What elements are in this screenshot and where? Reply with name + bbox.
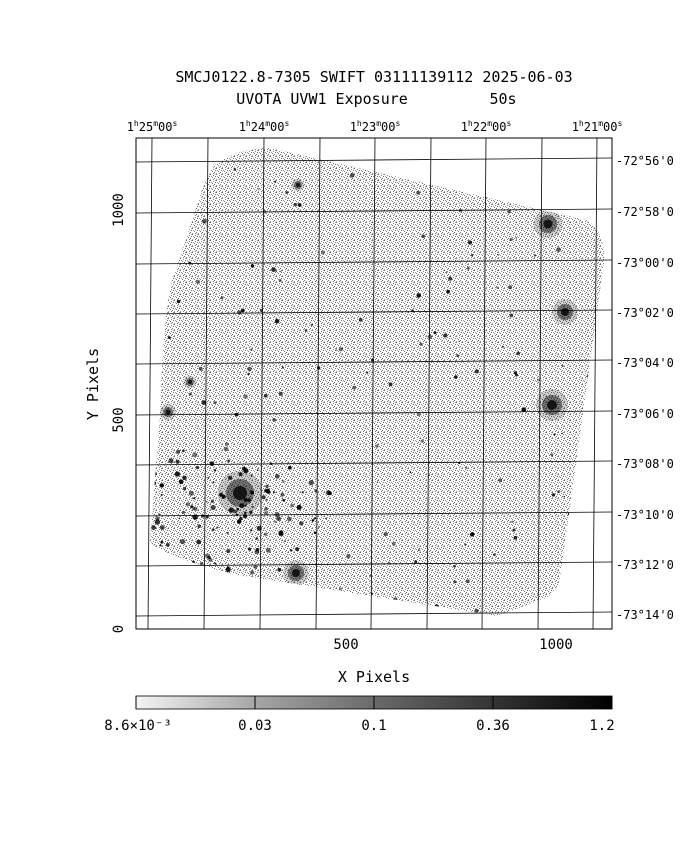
x-tick-label-500: 500 [333, 637, 358, 653]
colorbar-tick-0: 8.6×10⁻³ [104, 718, 171, 734]
sky-field [150, 148, 605, 616]
figure-title-filter: UVOTA UVW1 Exposure [236, 90, 408, 108]
colorbar-tick-1: 0.03 [238, 718, 272, 734]
dec-tick-label-0: -72°56'0 [616, 154, 674, 168]
dec-tick-labels: -72°56'0 -72°58'0 -73°00'0 -73°02'0 -73°… [616, 154, 674, 622]
dec-tick-label-5: -73°06'0 [616, 407, 674, 421]
x-axis-label: X Pixels [338, 668, 410, 686]
dec-tick-label-4: -73°04'0 [616, 356, 674, 370]
dec-tick-label-9: -73°14'0 [616, 608, 674, 622]
colorbar-tick-3: 0.36 [476, 718, 510, 734]
y-tick-label-500: 500 [111, 407, 127, 432]
colorbar-tick-2: 0.1 [361, 718, 386, 734]
colorbar-tick-4: 1.2 [589, 718, 614, 734]
dec-tick-label-8: -73°12'0 [616, 558, 674, 572]
sky-image [135, 137, 613, 630]
figure-title-line1: SMCJ0122.8-7305 SWIFT 03111139112 2025-0… [175, 68, 572, 86]
figure-title-exposure: 50s [489, 90, 516, 108]
ra-tick-label-4: 1h21m00s [572, 119, 623, 134]
x-axis: 500 1000 X Pixels [333, 637, 573, 686]
y-tick-label-1000: 1000 [111, 193, 127, 227]
x-tick-label-1000: 1000 [539, 637, 573, 653]
colorbar: 8.6×10⁻³ 0.03 0.1 0.36 1.2 [104, 695, 615, 734]
y-tick-label-0: 0 [111, 625, 127, 633]
y-axis-label: Y Pixels [84, 348, 102, 420]
dec-tick-label-1: -72°58'0 [616, 205, 674, 219]
ra-tick-label-2: 1h23m00s [350, 119, 401, 134]
ra-tick-label-0: 1h25m00s [127, 119, 178, 134]
plot-frame [135, 137, 613, 630]
ra-tick-label-3: 1h22m00s [461, 119, 512, 134]
coordinate-grid [135, 137, 613, 630]
dec-tick-label-2: -73°00'0 [616, 256, 674, 270]
ra-tick-labels: 1h25m00s 1h24m00s 1h23m00s 1h22m00s 1h21… [127, 119, 623, 134]
dec-tick-label-3: -73°02'0 [616, 306, 674, 320]
dec-tick-label-6: -73°08'0 [616, 457, 674, 471]
dec-tick-label-7: -73°10'0 [616, 508, 674, 522]
ra-tick-label-1: 1h24m00s [239, 119, 290, 134]
y-axis: 0 500 1000 Y Pixels [84, 193, 127, 633]
